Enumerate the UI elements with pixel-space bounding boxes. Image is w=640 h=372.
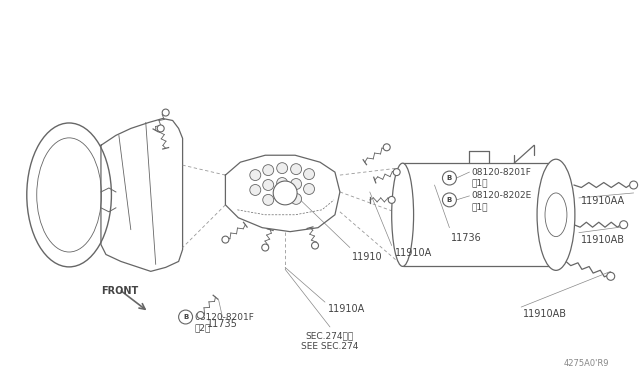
Text: 11910: 11910 [352, 251, 383, 262]
Text: B: B [183, 314, 188, 320]
Text: （1）: （1） [471, 179, 488, 187]
Ellipse shape [392, 163, 413, 266]
Circle shape [291, 179, 301, 189]
Circle shape [291, 193, 301, 204]
Circle shape [157, 125, 164, 132]
Text: （1）: （1） [471, 202, 488, 211]
Circle shape [263, 180, 274, 190]
Circle shape [303, 183, 314, 195]
Text: SEC.274参照: SEC.274参照 [306, 331, 354, 340]
Circle shape [607, 272, 614, 280]
Text: 11910AB: 11910AB [581, 235, 625, 245]
Text: SEE SEC.274: SEE SEC.274 [301, 342, 358, 351]
Circle shape [162, 109, 169, 116]
Text: B: B [447, 197, 452, 203]
Circle shape [312, 242, 319, 249]
Text: 11910AA: 11910AA [581, 196, 625, 206]
Text: 08120-8201F: 08120-8201F [195, 312, 255, 321]
Circle shape [383, 144, 390, 151]
Circle shape [393, 169, 400, 176]
Circle shape [197, 312, 204, 318]
Circle shape [276, 163, 287, 174]
Circle shape [620, 221, 628, 229]
Circle shape [250, 170, 260, 180]
Text: 11910A: 11910A [395, 247, 432, 257]
Circle shape [273, 181, 297, 205]
Circle shape [262, 244, 269, 251]
Text: 08120-8202E: 08120-8202E [471, 192, 532, 201]
Circle shape [276, 192, 287, 203]
Circle shape [222, 236, 229, 243]
Text: 11735: 11735 [207, 319, 238, 329]
Text: 11736: 11736 [451, 232, 482, 243]
Circle shape [276, 177, 287, 189]
Text: 4275A0'R9: 4275A0'R9 [563, 359, 609, 368]
Text: 08120-8201F: 08120-8201F [471, 168, 531, 177]
Circle shape [388, 196, 395, 203]
Circle shape [263, 165, 274, 176]
Circle shape [263, 195, 274, 205]
Ellipse shape [27, 123, 111, 267]
Circle shape [291, 164, 301, 174]
Text: 11910A: 11910A [328, 304, 365, 314]
Circle shape [303, 169, 314, 180]
Text: FRONT: FRONT [101, 286, 138, 296]
Circle shape [630, 181, 637, 189]
Ellipse shape [537, 159, 575, 270]
Text: （2）: （2） [195, 323, 211, 333]
Circle shape [250, 185, 260, 195]
Polygon shape [225, 155, 340, 232]
Text: 11910AB: 11910AB [523, 309, 567, 319]
Text: B: B [447, 175, 452, 181]
